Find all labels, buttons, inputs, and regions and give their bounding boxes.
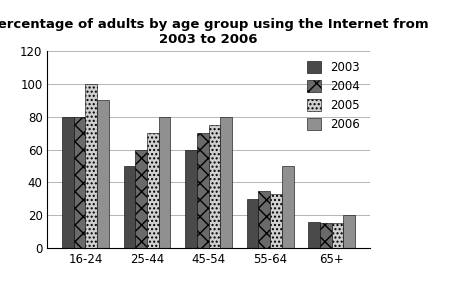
Bar (220, 117, 232, 248)
Bar (258, 191, 270, 248)
Bar (124, 166, 135, 248)
Bar (282, 166, 293, 248)
Bar (270, 194, 282, 248)
Title: Percentage of adults by age group using the Internet from
2003 to 2006: Percentage of adults by age group using … (0, 18, 429, 46)
Bar (159, 117, 170, 248)
Bar (147, 133, 159, 248)
Bar (74, 117, 85, 248)
Bar (197, 133, 209, 248)
Bar (185, 150, 197, 248)
Bar (247, 199, 258, 248)
Bar (209, 125, 220, 248)
Legend: 2003, 2004, 2005, 2006: 2003, 2004, 2005, 2006 (303, 57, 364, 134)
Bar (135, 150, 147, 248)
Bar (62, 117, 74, 248)
Bar (97, 101, 109, 248)
Bar (343, 215, 355, 248)
Bar (332, 223, 343, 248)
Bar (85, 84, 97, 248)
Bar (320, 223, 332, 248)
Bar (308, 222, 320, 248)
